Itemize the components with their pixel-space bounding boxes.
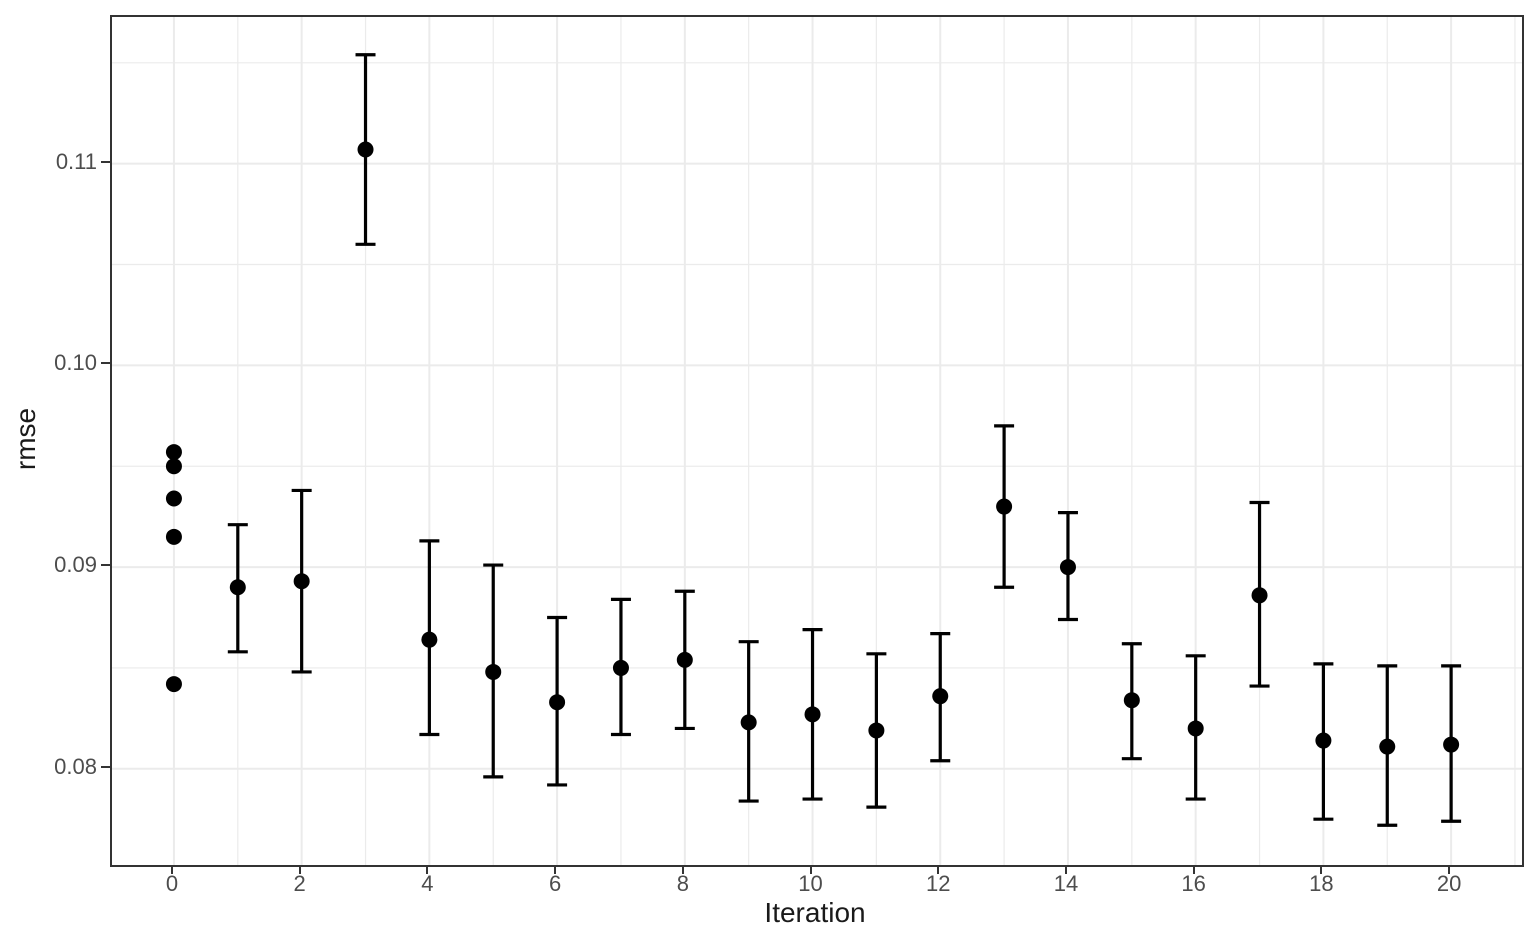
x-tick-label: 10 (798, 871, 823, 896)
x-tick-mark (298, 865, 301, 874)
y-tick-mark (101, 160, 110, 163)
x-tick-mark (809, 865, 812, 874)
y-tick-label: 0.11 (55, 148, 97, 174)
y-tick-label: 0.08 (54, 753, 97, 779)
x-tick-mark (1448, 865, 1451, 874)
x-tick-label: 4 (421, 871, 434, 896)
mean-point (485, 663, 502, 680)
initial-point (165, 444, 182, 461)
mean-point (1379, 738, 1396, 755)
initial-point (165, 490, 182, 507)
x-tick-label: 0 (165, 871, 179, 896)
x-tick-label: 2 (293, 871, 306, 896)
initial-point (165, 528, 182, 545)
x-tick-label: 8 (676, 871, 689, 896)
plot-area (112, 17, 1522, 865)
x-tick-mark (681, 865, 684, 874)
mean-point (1251, 587, 1268, 604)
mean-point (1443, 736, 1460, 753)
x-axis-title: Iteration (764, 897, 866, 928)
initial-point (165, 676, 182, 693)
mean-point (229, 579, 246, 596)
plot-panel (110, 15, 1524, 867)
x-tick-label: 18 (1309, 871, 1334, 896)
mean-point (676, 651, 693, 668)
y-tick-label: 0.10 (54, 350, 97, 376)
y-tick-mark (101, 362, 110, 365)
mean-point (868, 722, 885, 739)
mean-point (996, 498, 1013, 515)
mean-point (357, 141, 374, 158)
mean-point (1059, 559, 1076, 576)
x-tick-mark (170, 865, 173, 874)
x-tick-label: 16 (1181, 871, 1206, 896)
initial-point (165, 458, 182, 475)
mean-point (1187, 720, 1204, 737)
x-tick-mark (1320, 865, 1323, 874)
mean-point (1315, 732, 1332, 749)
mean-point (1123, 692, 1140, 709)
mean-point (804, 706, 821, 723)
x-tick-label: 12 (925, 871, 951, 896)
x-tick-mark (1192, 865, 1195, 874)
x-tick-label: 20 (1436, 871, 1462, 896)
mean-point (612, 659, 629, 676)
y-tick-mark (101, 765, 110, 768)
y-axis-title: rmse (10, 407, 41, 471)
x-tick-mark (426, 865, 429, 874)
y-tick-mark (101, 564, 110, 567)
mean-point (549, 694, 566, 711)
x-tick-mark (554, 865, 557, 874)
x-tick-label: 6 (548, 871, 562, 896)
y-tick-label: 0.09 (54, 552, 97, 578)
x-tick-label: 14 (1053, 871, 1079, 896)
mean-point (293, 573, 310, 590)
mean-point (421, 631, 438, 648)
x-tick-mark (1064, 865, 1067, 874)
x-tick-mark (937, 865, 940, 874)
mean-point (932, 688, 949, 705)
mean-point (740, 714, 757, 731)
